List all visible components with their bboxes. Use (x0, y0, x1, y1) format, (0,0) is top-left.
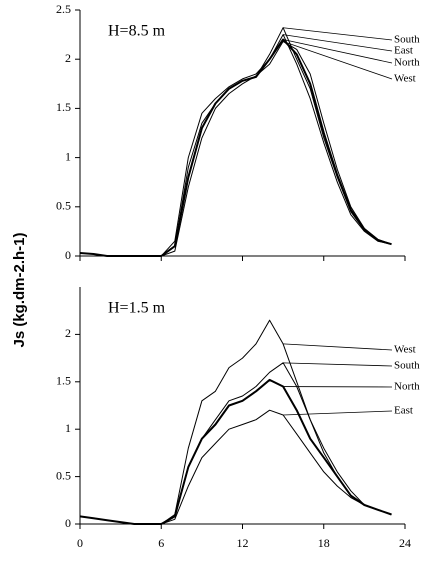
series-line (79, 41, 392, 257)
leader-line (283, 410, 393, 416)
series-label: East (394, 405, 413, 417)
y-tick-label: 0.5 (56, 199, 71, 213)
leader-line (283, 27, 393, 41)
y-tick-label: 2 (65, 326, 71, 340)
panel-title: H=8.5 m (108, 23, 166, 40)
series-label: North (394, 381, 420, 393)
x-tick-label: 12 (237, 536, 249, 550)
leader-line (283, 39, 393, 64)
y-tick-label: 0.5 (56, 468, 71, 482)
leader-line (282, 41, 393, 80)
series-line (79, 38, 392, 257)
y-tick-label: 1.5 (56, 100, 71, 114)
series-line (79, 409, 392, 525)
series-line (79, 34, 392, 257)
series-line (79, 378, 392, 525)
series-label: South (394, 360, 420, 372)
y-tick-label: 2 (65, 51, 71, 65)
panel-title: H=1.5 m (108, 300, 166, 317)
y-tick-label: 2.5 (56, 2, 71, 16)
y-axis-label: Js (kg.dm-2.h-1) (11, 232, 28, 347)
x-tick-label: 18 (318, 536, 330, 550)
leader-line (283, 362, 393, 367)
series-label: West (394, 73, 416, 85)
y-tick-label: 1.5 (56, 374, 71, 388)
leader-line (283, 34, 393, 52)
leader-line (283, 343, 393, 351)
series-label: South (394, 34, 420, 46)
series-label: East (394, 45, 413, 57)
series-line (79, 27, 392, 257)
series-line (79, 319, 392, 525)
y-tick-label: 0 (65, 516, 71, 530)
y-tick-label: 1 (65, 149, 71, 163)
series-label: North (394, 57, 420, 69)
x-tick-label: 0 (77, 536, 83, 550)
y-tick-label: 1 (65, 421, 71, 435)
series-label: West (394, 344, 416, 356)
y-tick-label: 0 (65, 248, 71, 262)
x-tick-label: 6 (158, 536, 164, 550)
x-tick-label: 24 (399, 536, 411, 550)
